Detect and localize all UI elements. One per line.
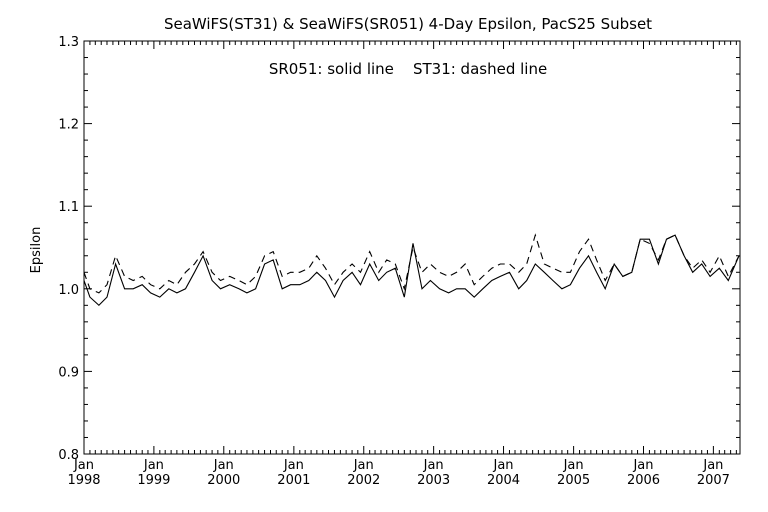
x-tick-year: 1999 <box>137 473 170 488</box>
y-tick-label: 0.9 <box>58 365 79 380</box>
x-tick-month: Jan <box>283 458 304 473</box>
x-tick-year: 2002 <box>347 473 380 488</box>
x-tick-year: 2005 <box>557 473 590 488</box>
x-tick-month: Jan <box>143 458 164 473</box>
y-tick-label: 1.2 <box>58 118 79 133</box>
series-group <box>83 233 740 307</box>
x-tick-month: Jan <box>353 458 374 473</box>
x-tick-month: Jan <box>632 458 653 473</box>
x-tick-year: 2001 <box>277 473 310 488</box>
x-tick-year: 2004 <box>487 473 520 488</box>
y-tick-label: 1.0 <box>58 283 79 298</box>
x-tick-month: Jan <box>563 458 584 473</box>
x-tick-month: Jan <box>493 458 514 473</box>
x-tick-year: 2006 <box>627 473 660 488</box>
x-tick-month: Jan <box>702 458 723 473</box>
x-tick-month: Jan <box>73 458 94 473</box>
x-tick-year: 2007 <box>697 473 730 488</box>
y-tick-label: 0.8 <box>58 448 79 463</box>
chart-title: SeaWiFS(ST31) & SeaWiFS(SR051) 4-Day Eps… <box>164 15 652 33</box>
x-tick-year: 1998 <box>67 473 100 488</box>
y-tick-label: 1.3 <box>58 35 79 50</box>
plot-frame <box>83 40 741 455</box>
y-tick-label: 1.1 <box>58 200 79 215</box>
x-tick-year: 2003 <box>417 473 450 488</box>
x-tick-month: Jan <box>213 458 234 473</box>
series-line-st31 <box>83 233 740 294</box>
axes-group: 0.80.91.01.11.21.3Jan1998Jan1999Jan2000J… <box>58 35 740 488</box>
x-tick-year: 2000 <box>207 473 240 488</box>
x-tick-month: Jan <box>423 458 444 473</box>
chart-annotation: SR051: solid line ST31: dashed line <box>269 60 547 78</box>
series-line-sr051 <box>83 234 740 307</box>
y-axis-label: Epsilon <box>29 227 44 274</box>
